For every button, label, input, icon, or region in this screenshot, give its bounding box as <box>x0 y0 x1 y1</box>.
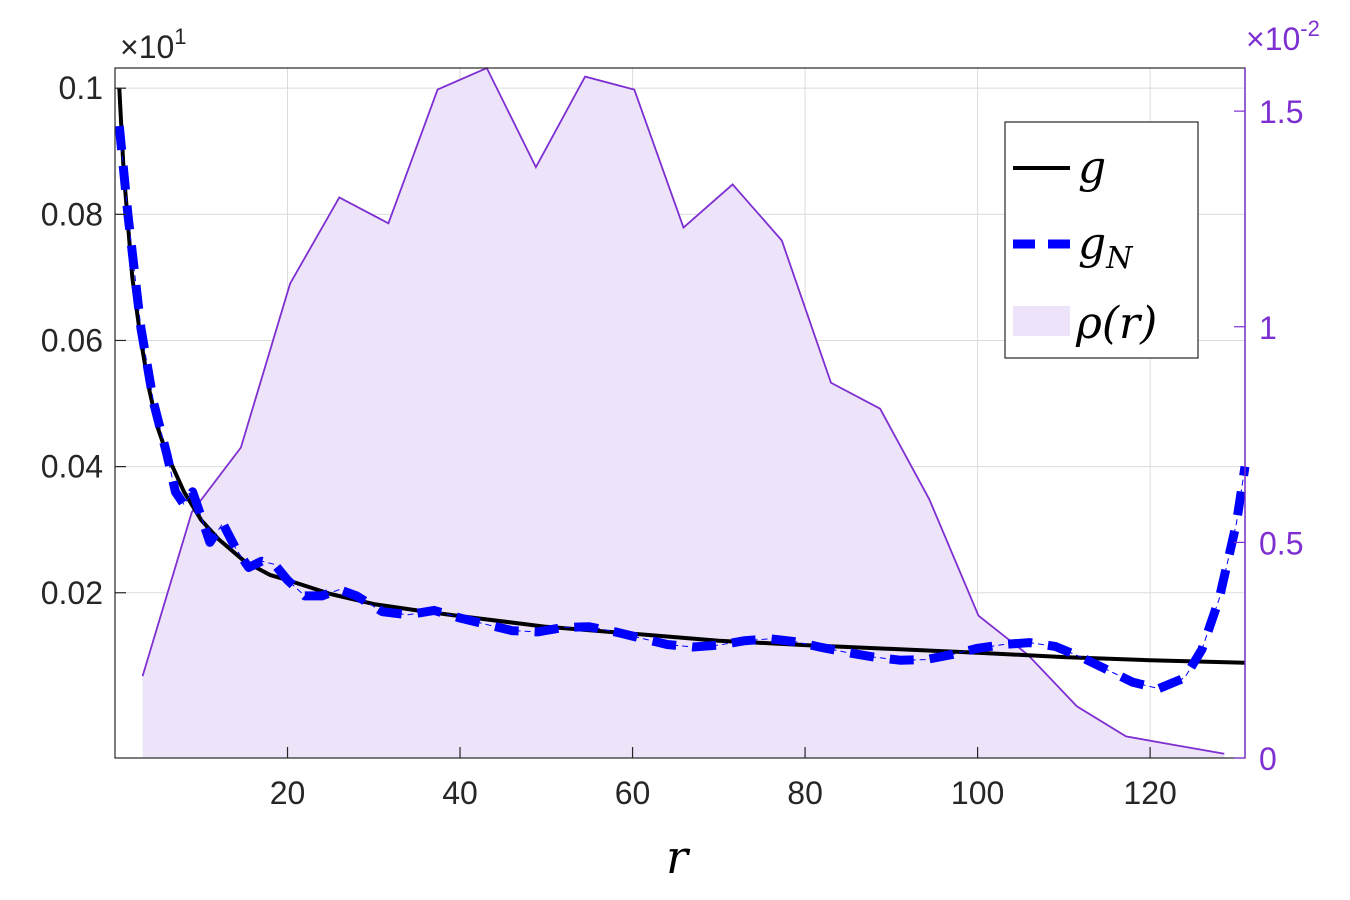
bottom-tick-label-3: 80 <box>787 775 823 811</box>
right-axis: 0 0.5 1 1.5 <box>1234 68 1303 777</box>
left-axis: 0.02 0.04 0.06 0.08 0.1 <box>41 70 126 611</box>
bottom-tick-label-4: 100 <box>951 775 1004 811</box>
rho-line <box>141 66 1225 755</box>
legend-label-gN-symbol: g <box>1078 218 1106 269</box>
left-tick-label-0: 0.02 <box>41 575 103 611</box>
right-exponent-power: -2 <box>1300 16 1320 41</box>
bottom-tick-label-1: 40 <box>442 775 478 811</box>
right-tick-label-1: 0.5 <box>1259 525 1303 561</box>
left-exponent-base: ×10 <box>120 29 174 65</box>
right-exponent-base: ×10 <box>1246 21 1300 57</box>
legend-swatch-rho <box>1013 306 1070 336</box>
left-exponent: ×101 <box>120 24 187 65</box>
legend-label-g: g <box>1078 142 1106 193</box>
rho-area <box>142 68 1225 758</box>
bottom-tick-label-2: 60 <box>615 775 651 811</box>
legend-label-gN: gN <box>1078 218 1134 276</box>
legend: g gN ρ(r) <box>1004 121 1199 359</box>
right-tick-label-2: 1 <box>1259 310 1277 346</box>
left-tick-label-3: 0.08 <box>41 196 103 232</box>
legend-label-rho: ρ(r) <box>1075 298 1157 349</box>
gN-line <box>114 125 1250 694</box>
x-axis-label: r <box>666 830 691 884</box>
right-exponent: ×10-2 <box>1246 16 1320 57</box>
bottom-axis: 20 40 60 80 100 120 <box>270 747 1177 811</box>
right-tick-label-0: 0 <box>1259 741 1277 777</box>
legend-label-gN-subscript: N <box>1105 241 1134 276</box>
right-tick-label-3: 1.5 <box>1259 94 1303 130</box>
bottom-tick-label-0: 20 <box>270 775 306 811</box>
g-line <box>117 88 1246 665</box>
left-tick-label-1: 0.04 <box>41 449 103 485</box>
left-tick-label-2: 0.06 <box>41 322 103 358</box>
left-tick-label-4: 0.1 <box>59 70 103 106</box>
bottom-tick-label-5: 120 <box>1123 775 1176 811</box>
left-exponent-power: 1 <box>174 24 186 49</box>
